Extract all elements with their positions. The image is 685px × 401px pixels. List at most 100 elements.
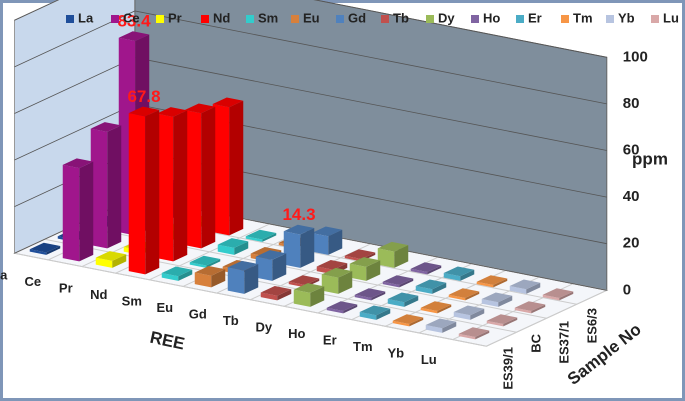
bar-side	[498, 295, 513, 307]
bar	[161, 266, 193, 281]
bar-front	[415, 285, 433, 294]
bar	[283, 224, 315, 268]
bar-side	[244, 264, 259, 294]
bar-side	[229, 100, 244, 236]
bar	[189, 255, 221, 268]
legend-label: Er	[528, 10, 542, 25]
bar	[156, 107, 188, 262]
bar-top	[486, 314, 518, 325]
y-tick-label: 0	[623, 281, 631, 298]
bar-top	[354, 288, 386, 299]
bar-top	[95, 251, 127, 261]
bar	[476, 275, 508, 288]
bar-front	[443, 272, 461, 281]
bar-front	[227, 267, 245, 294]
bar	[382, 275, 414, 288]
bar-side	[343, 304, 358, 314]
legend-label: Nd	[213, 10, 230, 25]
grid-line	[14, 0, 607, 58]
bar-side	[371, 291, 386, 301]
bar-top	[509, 279, 541, 290]
bar-front	[377, 248, 395, 268]
bar-top	[250, 246, 282, 257]
bar-front	[311, 232, 329, 255]
legend-label: Tb	[393, 10, 409, 25]
bar	[293, 283, 325, 307]
legend-swatch	[111, 15, 119, 23]
z-tick-label: ES39/1	[500, 347, 515, 390]
bar-side	[272, 253, 287, 281]
y-tick-label: 40	[623, 188, 640, 205]
bar-side	[300, 228, 315, 268]
bar-side	[427, 265, 442, 275]
x-tick-label: Tm	[353, 339, 373, 354]
legend-swatch	[471, 15, 479, 23]
bar-front	[354, 294, 372, 301]
bar-top	[212, 97, 244, 108]
x-tick-label: Sm	[122, 294, 142, 309]
bar	[349, 257, 381, 281]
bar-front	[486, 320, 504, 327]
bar-top	[476, 275, 508, 286]
value-label: 14.3	[282, 205, 315, 224]
bar-side	[46, 246, 61, 255]
bar	[217, 238, 249, 255]
bar-front	[29, 249, 47, 255]
legend-swatch	[156, 15, 164, 23]
bar-top	[161, 266, 193, 277]
bar-front	[326, 307, 344, 314]
grid-line	[14, 10, 607, 105]
bar-side	[404, 295, 419, 307]
bar-front	[392, 320, 410, 327]
bar-top	[316, 259, 348, 270]
bar	[443, 266, 475, 281]
bar-top	[156, 107, 188, 117]
bar	[245, 229, 277, 242]
bar-front	[212, 103, 230, 236]
bar-front	[453, 311, 471, 320]
bar-top	[420, 301, 452, 312]
bar-side	[376, 308, 391, 320]
bar	[448, 288, 480, 301]
legend-label: Lu	[663, 10, 679, 25]
legend-swatch	[561, 15, 569, 23]
bar	[514, 301, 546, 314]
bar-front	[260, 292, 278, 301]
bar-top	[458, 327, 490, 338]
bar	[377, 241, 409, 268]
bar-side	[206, 259, 221, 268]
x-tick-label: Gd	[189, 307, 207, 322]
bar-side	[277, 289, 292, 301]
bar-top	[326, 301, 358, 312]
bar-side	[338, 271, 353, 294]
bar-side	[145, 109, 160, 275]
y-tick-label: 60	[623, 141, 640, 158]
bar-side	[465, 291, 480, 301]
bar	[458, 327, 490, 340]
bar-top	[443, 266, 475, 277]
bar-front	[476, 281, 494, 288]
bar-top	[29, 242, 61, 253]
bar-side	[262, 233, 277, 242]
legend-swatch	[66, 15, 74, 23]
z-tick-label: ES37/1	[556, 321, 571, 364]
bar	[29, 242, 61, 255]
bar-side	[201, 106, 216, 249]
bar-front	[514, 307, 532, 314]
bar-side	[399, 278, 414, 288]
bar-front	[184, 109, 202, 249]
bar	[227, 260, 259, 294]
legend-swatch	[291, 15, 299, 23]
bar-side	[173, 110, 188, 262]
legend-swatch	[516, 15, 524, 23]
bar-top	[128, 106, 160, 117]
bar	[255, 250, 287, 281]
bar-top	[311, 226, 343, 237]
bar-side	[432, 282, 447, 294]
bar-front	[156, 113, 174, 262]
bar-front	[288, 281, 306, 288]
bar-front	[387, 298, 405, 307]
bar-front	[189, 262, 207, 268]
legend-label: Yb	[618, 10, 635, 25]
